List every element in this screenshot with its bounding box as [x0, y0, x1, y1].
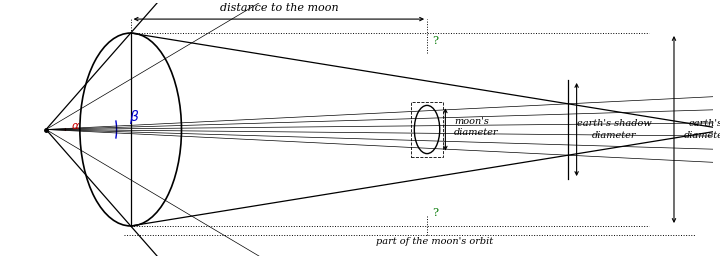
Text: part of the moon's orbit: part of the moon's orbit: [376, 237, 492, 246]
Text: earth's
diameter: earth's diameter: [683, 119, 720, 140]
Text: $\beta$: $\beta$: [129, 108, 140, 126]
Bar: [411, 102, 444, 157]
Text: earth's shadow
diameter: earth's shadow diameter: [577, 119, 652, 140]
Text: ?: ?: [433, 208, 438, 218]
Text: moon's
diameter: moon's diameter: [454, 117, 498, 137]
Text: distance to the moon: distance to the moon: [220, 3, 338, 13]
Text: ?: ?: [433, 36, 438, 46]
Text: $\alpha$: $\alpha$: [71, 121, 80, 131]
